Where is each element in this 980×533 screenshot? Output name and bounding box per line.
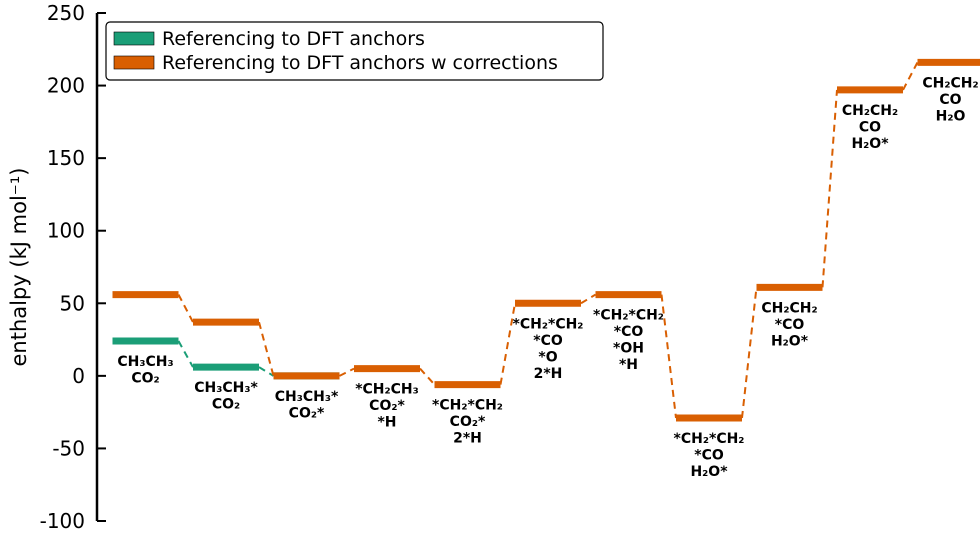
state-label-line: CO	[939, 92, 961, 108]
y-tick-label: 200	[47, 74, 85, 98]
state-label-line: CO	[859, 119, 881, 135]
state-label-line: *CO	[614, 324, 644, 340]
state-label-line: CH₂CH₂	[761, 300, 817, 316]
state-label-line: *H	[619, 357, 638, 373]
state-label-line: *O	[538, 349, 557, 365]
connector-line	[419, 367, 436, 386]
state-label-line: H₂O*	[771, 333, 809, 349]
connector-line	[258, 366, 275, 377]
state-label-line: CH₃CH₃*	[275, 389, 339, 405]
state-label: *CH₂*CH₂*CO*O2*H	[513, 316, 584, 382]
connector-lines	[177, 61, 919, 419]
y-tick-label: 0	[72, 364, 85, 388]
state-label: *CH₂*CH₂*CO*OH*H	[593, 308, 664, 374]
state-label-line: CO₂*	[450, 414, 486, 430]
y-axis-label: enthalpy (kJ mol⁻¹)	[7, 168, 31, 367]
state-label-line: H₂O*	[851, 136, 889, 152]
state-label-line: *CH₂CH₃	[355, 382, 419, 398]
state-label-line: CO₂*	[369, 398, 405, 414]
legend-entry: Referencing to DFT anchors	[162, 28, 425, 50]
connector-line	[660, 294, 677, 419]
y-tick-label: -50	[52, 436, 85, 460]
y-tick-label: -100	[40, 509, 85, 533]
state-label-line: H₂O	[936, 108, 966, 124]
connector-line	[177, 340, 194, 368]
legend-swatch	[113, 55, 155, 70]
state-label-line: 2*H	[453, 431, 482, 447]
connector-line	[902, 61, 919, 91]
connector-line	[580, 293, 597, 305]
connector-line	[339, 367, 355, 377]
state-label-line: CH₂CH₂	[842, 103, 898, 119]
state-label: CH₃CH₃*CO₂*	[275, 389, 339, 422]
state-label-line: CH₃CH₃	[117, 354, 173, 370]
state-label-line: CO₂*	[289, 405, 325, 421]
y-tick-label: 250	[47, 1, 85, 25]
state-label-line: *CH₂*CH₂	[674, 431, 745, 447]
state-label-line: CO₂	[131, 371, 159, 387]
state-label-line: *H	[377, 415, 396, 431]
legend-entry: Referencing to DFT anchors w corrections	[162, 52, 558, 74]
state-label-line: *CO	[694, 447, 724, 463]
state-label-line: *OH	[613, 341, 644, 357]
y-tick-label: 150	[47, 146, 85, 170]
connector-line	[258, 321, 275, 377]
state-label-line: *CH₂*CH₂	[513, 316, 584, 332]
state-label-line: CO₂	[212, 397, 240, 413]
state-label: CH₃CH₃*CO₂	[194, 380, 258, 413]
state-label-line: 2*H	[534, 366, 563, 382]
y-tick-label: 50	[60, 291, 85, 315]
legend-box	[105, 21, 604, 81]
state-label-line: *CO	[775, 317, 805, 333]
connector-line	[741, 287, 758, 419]
state-label-line: *CH₂*CH₂	[432, 398, 503, 414]
connector-line	[499, 303, 516, 385]
state-label-line: CH₃CH₃*	[194, 380, 258, 396]
y-tick-label: 100	[47, 219, 85, 243]
state-label-line: *CH₂*CH₂	[593, 308, 664, 324]
y-axis: -100 -50 0 50 100 150 200 250 enthalpy (kJ mol⁻¹…	[7, 1, 106, 533]
state-label-line: CH₂CH₂	[922, 75, 978, 91]
state-label-line: *CO	[533, 333, 563, 349]
connector-line	[821, 89, 838, 288]
connector-line	[177, 294, 194, 323]
legend-swatch	[113, 31, 155, 46]
energy-levels	[112, 58, 980, 422]
state-label-line: H₂O*	[690, 464, 728, 480]
